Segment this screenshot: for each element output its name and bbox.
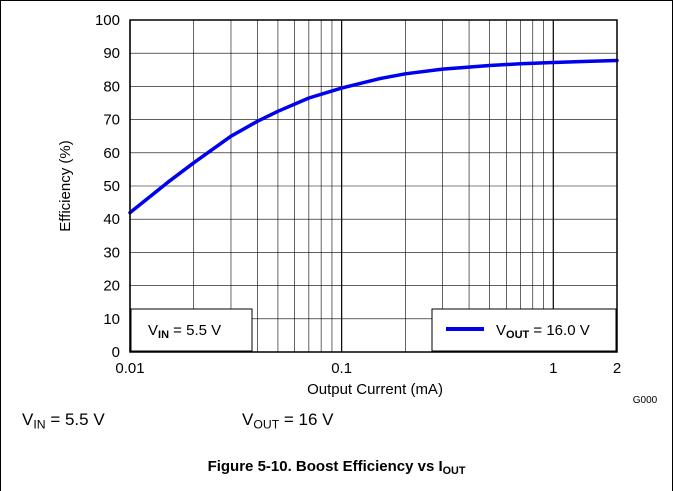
- y-tick-label: 60: [103, 145, 120, 162]
- x-tick-label: 1: [549, 360, 557, 377]
- y-tick-label: 40: [103, 211, 120, 228]
- series-group: [130, 61, 617, 213]
- figure-code: G000: [633, 395, 658, 406]
- vin-condition: VIN = 5.5 V: [22, 410, 105, 432]
- x-tick-label: 0.1: [331, 360, 352, 377]
- y-tick-labels: 0 10 20 30 40 50 60 70 80 90 100: [95, 12, 120, 361]
- x-axis-label: Output Current (mA): [307, 381, 443, 398]
- y-tick-label: 100: [95, 12, 120, 29]
- y-tick-label: 90: [103, 45, 120, 62]
- vout-condition: VOUT = 16 V: [242, 410, 334, 432]
- y-tick-label: 30: [103, 244, 120, 261]
- y-tick-label: 70: [103, 112, 120, 129]
- y-tick-label: 0: [112, 344, 120, 361]
- y-tick-label: 10: [103, 311, 120, 328]
- inset-label-box: VIN = 5.5 V: [131, 309, 252, 351]
- y-tick-label: 80: [103, 78, 120, 95]
- y-axis-label: Efficiency (%): [57, 140, 74, 231]
- y-tick-label: 20: [103, 278, 120, 295]
- efficiency-chart: 0.01 0.1 1 2 0 10 20 30 40 50 60 70 80 90 100 VIN = 5…: [0, 0, 673, 410]
- x-tick-label: 2: [613, 360, 621, 377]
- x-tick-labels: 0.01 0.1 1 2: [115, 360, 621, 377]
- efficiency-curve: [130, 61, 617, 213]
- y-tick-label: 50: [103, 178, 120, 195]
- x-tick-label: 0.01: [115, 360, 144, 377]
- grid-lines: [130, 20, 617, 352]
- figure-caption: Figure 5-10. Boost Efficiency vs IOUT: [0, 458, 673, 477]
- legend: VOUT = 16.0 V: [432, 309, 616, 351]
